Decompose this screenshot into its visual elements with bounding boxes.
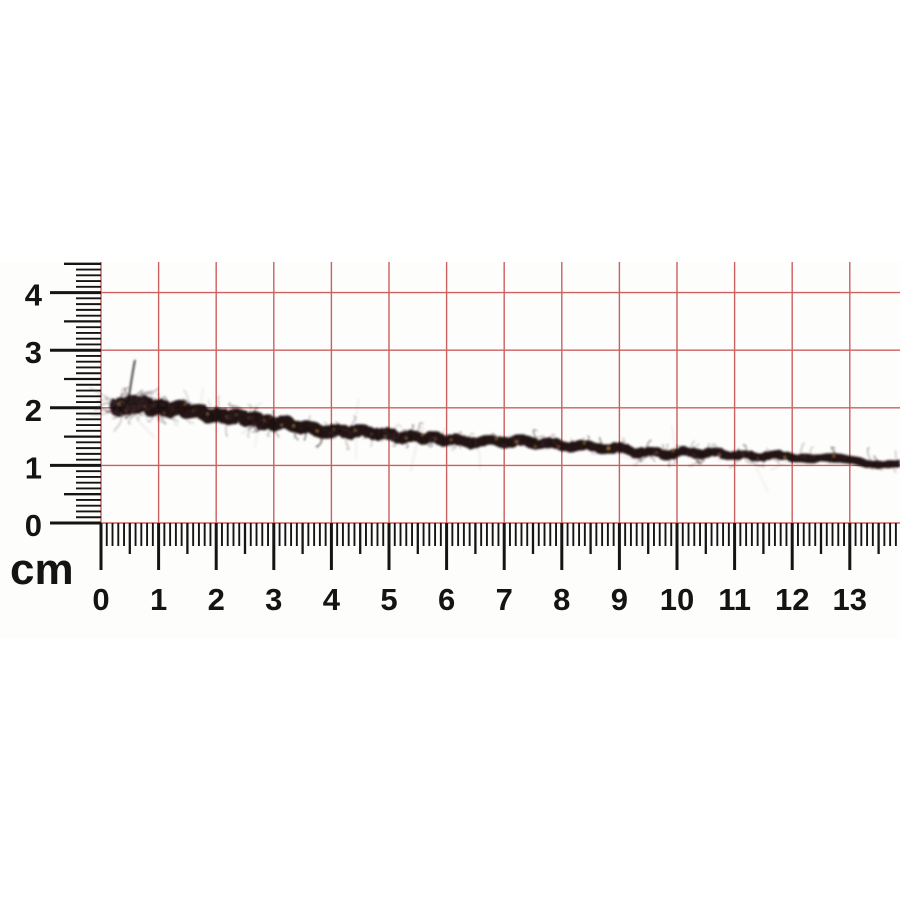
svg-text:9: 9 — [611, 582, 628, 617]
svg-text:1: 1 — [150, 582, 167, 617]
svg-text:3: 3 — [265, 582, 282, 617]
svg-text:0: 0 — [92, 582, 109, 617]
svg-text:2: 2 — [25, 393, 42, 428]
svg-text:13: 13 — [833, 582, 867, 617]
svg-text:3: 3 — [25, 335, 42, 370]
svg-text:10: 10 — [660, 582, 694, 617]
svg-text:4: 4 — [25, 278, 43, 313]
svg-text:6: 6 — [438, 582, 455, 617]
svg-text:2: 2 — [208, 582, 225, 617]
svg-text:0: 0 — [25, 508, 42, 543]
svg-text:7: 7 — [496, 582, 513, 617]
svg-text:5: 5 — [380, 582, 397, 617]
svg-text:1: 1 — [25, 450, 42, 485]
svg-text:cm: cm — [10, 545, 74, 594]
svg-text:4: 4 — [323, 582, 341, 617]
svg-text:11: 11 — [718, 582, 751, 617]
svg-text:8: 8 — [553, 582, 570, 617]
svg-text:12: 12 — [775, 582, 809, 617]
